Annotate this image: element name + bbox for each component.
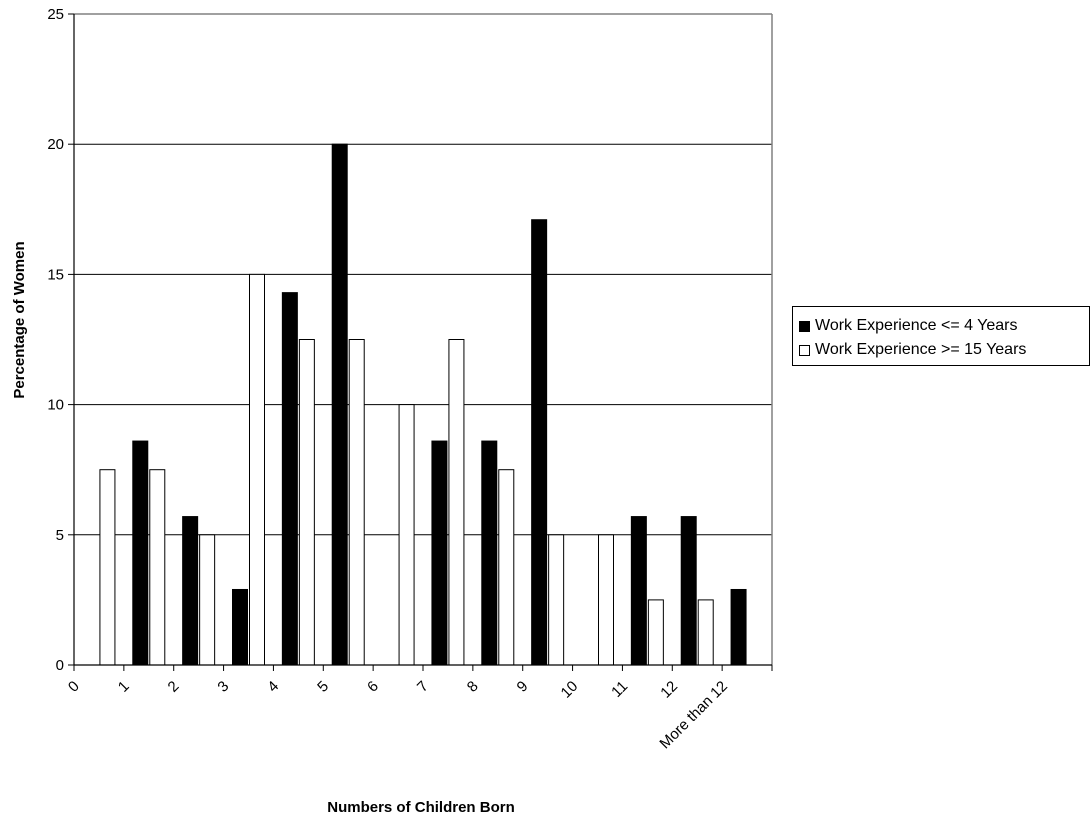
bar-series-2-cat-2 xyxy=(199,534,216,666)
x-tick-label-5: 5 xyxy=(314,678,332,696)
x-tick-label-2: 2 xyxy=(165,678,183,696)
x-tick-label-4: 4 xyxy=(264,678,282,696)
bar-series-1-cat-5 xyxy=(331,143,348,666)
x-tick-label-0: 0 xyxy=(65,678,83,696)
x-tick-label-8: 8 xyxy=(464,678,482,696)
x-axis-title: Numbers of Children Born xyxy=(327,799,515,816)
y-tick-label-0: 0 xyxy=(56,657,64,674)
y-axis-title: Percentage of Women xyxy=(11,241,28,398)
y-tick-label-15: 15 xyxy=(47,266,64,283)
y-tick-label-10: 10 xyxy=(47,397,64,414)
legend-label-series-2: Work Experience >= 15 Years xyxy=(815,341,1027,358)
bar-series-1-cat-2 xyxy=(182,516,199,666)
bar-series-2-cat-5 xyxy=(348,339,365,666)
legend-swatch-series-1 xyxy=(799,320,810,332)
bar-series-2-cat-6 xyxy=(398,404,415,666)
bar-series-1-cat-4 xyxy=(281,292,298,666)
legend-label-series-1: Work Experience <= 4 Years xyxy=(815,317,1018,334)
axes xyxy=(68,13,773,671)
bar-series-2-cat-0 xyxy=(99,469,116,666)
bar-series-2-cat-4 xyxy=(298,339,315,666)
bar-series-1-cat-12 xyxy=(680,516,697,666)
legend-item-series-1: Work Experience <= 4 Years xyxy=(799,315,1018,337)
bar-series-2-cat-1 xyxy=(149,469,166,666)
y-tick-labels: 0 5 10 15 20 25 xyxy=(47,6,64,674)
bar-series-2-cat-10 xyxy=(598,534,614,666)
bar-series-2-cat-12 xyxy=(697,599,714,666)
bar-series-2-cat-8 xyxy=(498,469,515,666)
x-tick-label-9: 9 xyxy=(514,678,532,696)
bar-series-1-cat-8 xyxy=(481,440,498,666)
x-tick-label-12: 12 xyxy=(657,678,681,702)
legend-item-series-2: Work Experience >= 15 Years xyxy=(799,339,1026,361)
bar-series-2-cat-7 xyxy=(448,339,465,666)
bar-series-1-cat-11 xyxy=(630,516,647,666)
bar-series-2-cat-9 xyxy=(548,534,565,666)
bar-series-1-cat-13 xyxy=(730,588,747,666)
x-tick-label-10: 10 xyxy=(558,678,582,702)
bar-series-1-cat-1 xyxy=(132,440,149,666)
bar-series-1-cat-9 xyxy=(531,219,548,666)
bar-series-1-cat-3 xyxy=(232,588,248,666)
x-tick-label-7: 7 xyxy=(414,678,432,696)
legend-swatch-series-2 xyxy=(799,344,810,356)
bar-series-2-cat-3 xyxy=(249,273,265,666)
bar-series-1-cat-7 xyxy=(431,440,448,666)
gridlines xyxy=(74,143,772,536)
y-tick-label-5: 5 xyxy=(56,527,64,544)
x-tick-label-6: 6 xyxy=(364,678,382,696)
x-tick-label-11: 11 xyxy=(608,678,631,701)
legend: Work Experience <= 4 Years Work Experien… xyxy=(792,306,1090,366)
y-tick-label-20: 20 xyxy=(47,136,64,153)
x-tick-label-1: 1 xyxy=(115,678,133,696)
bars xyxy=(99,143,747,666)
y-tick-label-25: 25 xyxy=(47,6,64,23)
x-tick-label-3: 3 xyxy=(214,678,232,696)
bar-series-2-cat-11 xyxy=(647,599,664,666)
